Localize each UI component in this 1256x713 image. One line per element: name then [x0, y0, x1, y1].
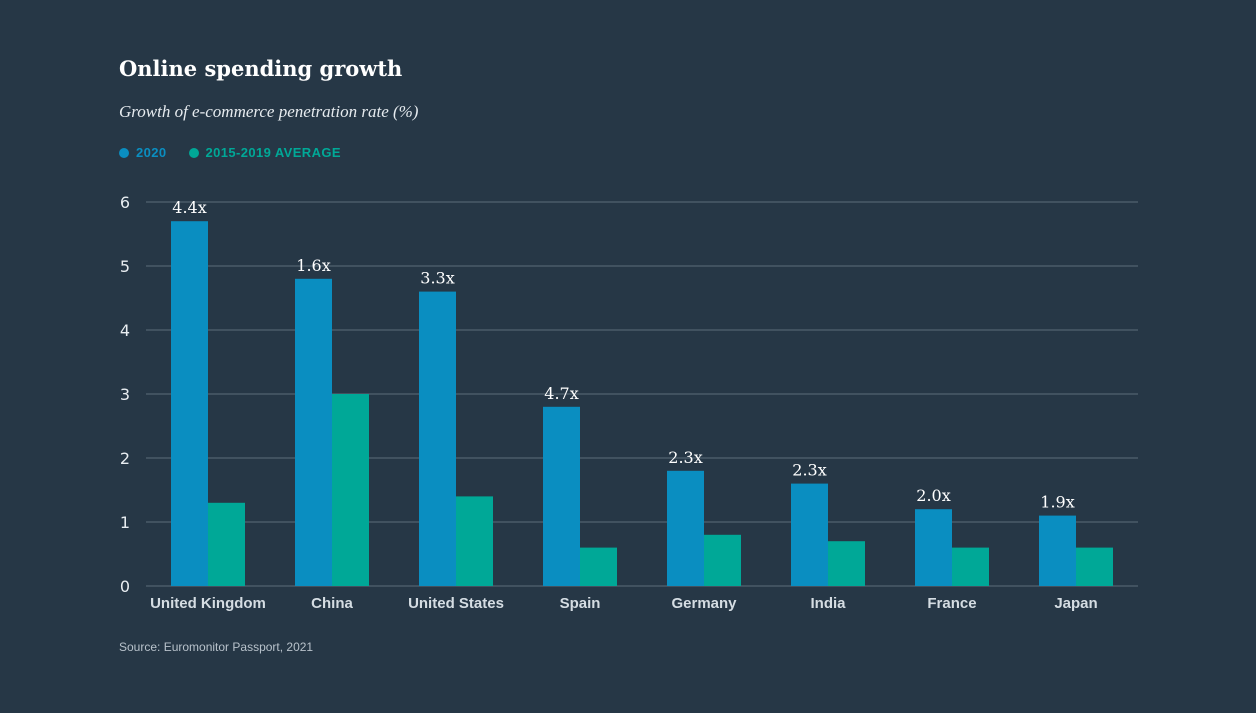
bar-2020	[915, 509, 952, 586]
legend: 2020 2015-2019 AVERAGE	[119, 145, 363, 160]
bar-average	[704, 534, 741, 586]
y-tick-label: 5	[120, 257, 130, 276]
data-label: 2.3x	[792, 461, 826, 480]
x-tick-label: United Kingdom	[150, 595, 266, 612]
bar-2020	[791, 483, 828, 586]
y-tick-label: 6	[120, 193, 130, 212]
bar-2020	[667, 470, 704, 586]
bar-2020	[1039, 515, 1076, 586]
data-label: 4.4x	[172, 198, 206, 217]
x-tick-label: India	[810, 595, 846, 612]
legend-item-2020: 2020	[119, 145, 167, 160]
data-label: 2.3x	[668, 448, 702, 467]
legend-label-2020: 2020	[136, 145, 167, 160]
legend-dot-average	[188, 147, 199, 158]
data-label: 1.9x	[1040, 493, 1074, 512]
bar-2020	[543, 406, 580, 586]
y-tick-label: 4	[120, 321, 130, 340]
x-tick-label: Spain	[560, 595, 601, 612]
bar-average	[208, 502, 245, 586]
x-tick-label: United States	[408, 595, 504, 612]
bar-average	[952, 547, 989, 586]
bar-average	[456, 496, 493, 586]
legend-label-average: 2015-2019 AVERAGE	[205, 145, 341, 160]
x-tick-label: Germany	[671, 595, 737, 612]
data-label: 2.0x	[916, 486, 950, 505]
y-tick-label: 0	[120, 577, 130, 596]
chart-title: Online spending growth	[119, 56, 403, 81]
x-tick-label: China	[311, 595, 353, 612]
x-tick-label: Japan	[1054, 595, 1097, 612]
y-tick-label: 1	[120, 513, 130, 532]
bar-average	[332, 394, 369, 586]
data-label: 1.6x	[296, 256, 330, 275]
source-note: Source: Euromonitor Passport, 2021	[119, 640, 314, 654]
bar-2020	[295, 278, 332, 586]
chart-subtitle: Growth of e-commerce penetration rate (%…	[119, 102, 419, 121]
bar-average	[1076, 547, 1113, 586]
y-tick-label: 2	[120, 449, 130, 468]
x-tick-label: France	[927, 595, 976, 612]
legend-dot-2020	[119, 147, 129, 158]
bar-average	[580, 547, 617, 586]
bar-2020	[171, 221, 208, 586]
bar-average	[828, 541, 865, 586]
data-label: 3.3x	[420, 269, 454, 288]
data-label: 4.7x	[544, 384, 578, 403]
y-tick-label: 3	[120, 385, 130, 404]
bar-2020	[419, 291, 456, 586]
legend-item-average: 2015-2019 AVERAGE	[188, 145, 341, 160]
